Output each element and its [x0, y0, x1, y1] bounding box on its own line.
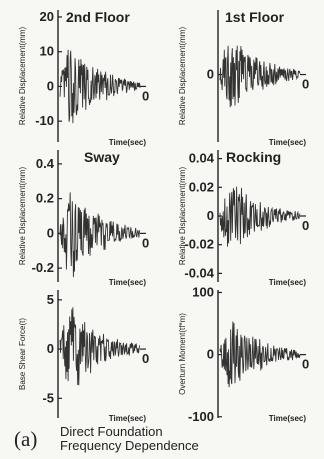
chart-panel-5: 5 0 -5 Base Shear Force(t) Time(sec) 0 [18, 290, 149, 423]
x-axis-label: Time(sec) [269, 278, 307, 287]
y-tick-label: -10 [35, 113, 54, 128]
y-tick-label: 0 [47, 78, 54, 93]
y-axis-label: Relative Displacement(mm) [178, 167, 187, 266]
series-line [219, 321, 301, 388]
chart-title: 1st Floor [225, 9, 285, 25]
y-tick-label: 0 [207, 67, 214, 82]
y-tick-label: 0.2 [36, 191, 54, 206]
x-axis-label: Time(sec) [109, 278, 147, 287]
y-tick-label: 10 [40, 44, 54, 59]
chart-title: Rocking [226, 149, 281, 165]
series-line [59, 192, 141, 278]
y-tick-label: 100 [192, 284, 214, 299]
x-end-label: 0 [302, 357, 309, 372]
y-tick-label: 0 [47, 225, 54, 240]
x-end-label: 0 [302, 77, 309, 92]
y-tick-label: 0.04 [189, 151, 215, 166]
chart-panel-6: 100 0 -100 Overturn Moment(tf*m) Time(sec) 0 [178, 284, 309, 423]
chart-panel-1: 20 10 0 -10 2nd Floor Relative Displacement(m… [18, 9, 149, 147]
chart-title: Sway [84, 149, 120, 165]
y-tick-label: 0.02 [189, 179, 214, 194]
y-tick-label: -0.2 [32, 260, 54, 275]
x-end-label: 0 [142, 351, 149, 366]
x-axis-label: Time(sec) [109, 414, 147, 423]
x-end-label: 0 [302, 218, 309, 233]
y-tick-label: 0 [47, 341, 54, 356]
x-axis-label: Time(sec) [269, 414, 307, 423]
y-tick-label: -100 [188, 409, 214, 424]
y-axis-label: Relative Displacement(mm) [18, 167, 27, 266]
y-tick-label: 20 [40, 9, 54, 24]
x-axis-label: Time(sec) [269, 138, 307, 147]
y-tick-label: -0.02 [184, 237, 214, 252]
chart-panel-3: 0.4 0.2 0 -0.2 Sway Relative Displacement(mm)… [18, 149, 149, 287]
y-axis-label: Relative Displacement(mm) [178, 27, 187, 126]
y-tick-label: 5 [47, 292, 54, 307]
series-line [219, 45, 301, 108]
chart-panel-4: 0.04 0.02 0 -0.02 -0.04 Rocking Relative Displ… [178, 149, 309, 287]
x-end-label: 0 [142, 88, 149, 103]
y-tick-label: -0.04 [184, 265, 214, 280]
chart-title: 2nd Floor [66, 9, 130, 25]
chart-panel-2: 0 1st Floor Relative Displacement(mm) Time(… [178, 9, 309, 147]
caption-letter: (a) [14, 427, 37, 451]
y-axis-label: Relative Displacement(mm) [18, 27, 27, 126]
y-axis-label: Overturn Moment(tf*m) [178, 313, 187, 395]
caption-line-1: Direct Foundation [60, 424, 163, 439]
y-tick-label: 0 [207, 208, 214, 223]
x-end-label: 0 [142, 235, 149, 250]
y-tick-label: 0 [207, 347, 214, 362]
x-axis-label: Time(sec) [109, 138, 147, 147]
y-axis-label: Base Shear Force(t) [18, 318, 27, 390]
series-line [219, 186, 301, 247]
series-line [59, 49, 141, 124]
series-line [59, 307, 140, 386]
y-tick-label: 0.4 [36, 156, 55, 171]
y-tick-label: -5 [42, 390, 54, 405]
caption-line-2: Frequency Dependence [60, 438, 199, 453]
